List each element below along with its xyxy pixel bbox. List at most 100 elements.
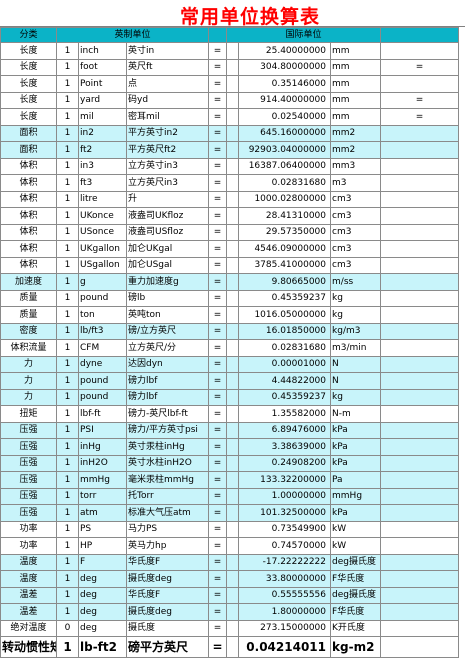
category-cell: 长度 xyxy=(0,58,57,76)
si-unit-cell: kPa xyxy=(330,438,382,456)
equals-cell: = xyxy=(208,520,228,538)
unit-name-cell: 摄氏度 xyxy=(125,619,210,637)
spacer-cell xyxy=(226,553,240,571)
spacer-cell xyxy=(226,619,240,637)
table-row: 温度 1 F 华氏度F = -17.22222222 deg摄氏度 xyxy=(0,553,460,571)
unit-name-cell: 英吨ton xyxy=(125,306,210,324)
unit-name-cell: 磅lb xyxy=(125,289,210,307)
extra-cell xyxy=(380,603,460,621)
value-cell: 0.24908200 xyxy=(238,454,332,472)
category-cell: 质量 xyxy=(0,306,57,324)
imperial-unit-cell: in3 xyxy=(78,157,127,175)
spacer-cell xyxy=(226,42,240,60)
imperial-unit-cell: pound xyxy=(78,289,127,307)
table-row: 扭矩 1 lbf-ft 磅力-英尺lbf-ft = 1.35582000 N-m xyxy=(0,405,460,423)
equals-cell: = xyxy=(208,537,228,555)
equals-cell: = xyxy=(208,471,228,489)
table-row: 压强 1 PSI 磅力/平方英寸psi = 6.89476000 kPa xyxy=(0,421,460,439)
si-unit-cell: mmHg xyxy=(330,487,382,505)
unit-name-cell: 华氏度F xyxy=(125,586,210,604)
si-unit-cell: Pa xyxy=(330,471,382,489)
unit-name-cell: 密耳mil xyxy=(125,108,210,126)
equals-cell: = xyxy=(208,223,228,241)
quantity-cell: 1 xyxy=(56,240,79,258)
table-row: 长度 1 inch 英寸in = 25.40000000 mm xyxy=(0,42,460,60)
equals-cell: = xyxy=(208,339,228,357)
equals-cell: = xyxy=(208,619,228,637)
value-cell: 0.55555556 xyxy=(238,586,332,604)
imperial-unit-cell: inch xyxy=(78,42,127,60)
equals-cell: = xyxy=(208,388,228,406)
si-unit-cell: cm3 xyxy=(330,190,382,208)
si-unit-cell: m/ss xyxy=(330,273,382,291)
equals-cell: = xyxy=(208,570,228,588)
value-cell: 1.80000000 xyxy=(238,603,332,621)
spacer-cell xyxy=(226,141,240,159)
unit-name-cell: 英寸in xyxy=(125,42,210,60)
equals-cell: = xyxy=(208,240,228,258)
equals-cell: = xyxy=(208,42,228,60)
extra-cell xyxy=(380,553,460,571)
value-cell: 304.80000000 xyxy=(238,58,332,76)
quantity-cell: 1 xyxy=(56,454,79,472)
spacer-cell xyxy=(226,289,240,307)
table-row: 长度 1 foot 英尺ft = 304.80000000 mm = xyxy=(0,58,460,76)
unit-name-cell: 平方英寸in2 xyxy=(125,124,210,142)
value-cell: 0.02540000 xyxy=(238,108,332,126)
category-cell: 体积 xyxy=(0,190,57,208)
si-unit-cell: F华氏度 xyxy=(330,603,382,621)
extra-cell xyxy=(380,454,460,472)
category-cell: 加速度 xyxy=(0,273,57,291)
unit-name-cell: 加仑USgal xyxy=(125,256,210,274)
si-unit-cell: kPa xyxy=(330,421,382,439)
spacer-cell xyxy=(226,256,240,274)
quantity-cell: 1 xyxy=(56,388,79,406)
unit-name-cell: 磅/立方英尺 xyxy=(125,322,210,340)
value-cell: 16387.06400000 xyxy=(238,157,332,175)
table-row: 体积 1 litre 升 = 1000.02800000 cm3 xyxy=(0,190,460,208)
equals-cell: = xyxy=(208,553,228,571)
spacer-cell xyxy=(226,322,240,340)
spacer-cell xyxy=(226,421,240,439)
extra-cell xyxy=(380,438,460,456)
table-row: 力 1 pound 磅力lbf = 4.44822000 N xyxy=(0,372,460,390)
value-cell: 0.35146000 xyxy=(238,75,332,93)
equals-cell: = xyxy=(208,273,228,291)
spacer-cell xyxy=(226,157,240,175)
equals-cell: = xyxy=(208,91,228,109)
header-extra-cell xyxy=(380,27,460,43)
si-unit-cell: N xyxy=(330,355,382,373)
unit-name-cell: 标准大气压atm xyxy=(125,504,210,522)
value-cell: 133.32200000 xyxy=(238,471,332,489)
si-unit-cell: cm3 xyxy=(330,223,382,241)
quantity-cell: 1 xyxy=(56,91,79,109)
table-row: 力 1 pound 磅力lbf = 0.45359237 kg xyxy=(0,388,460,406)
quantity-cell: 1 xyxy=(56,157,79,175)
category-cell: 长度 xyxy=(0,108,57,126)
value-cell: 9.80665000 xyxy=(238,273,332,291)
si-unit-cell: N xyxy=(330,372,382,390)
equals-cell: = xyxy=(208,58,228,76)
equals-cell: = xyxy=(208,421,228,439)
si-unit-cell: deg摄氏度 xyxy=(330,586,382,604)
spacer-cell xyxy=(226,91,240,109)
imperial-unit-cell: foot xyxy=(78,58,127,76)
table-row: 面积 1 ft2 平方英尺ft2 = 92903.04000000 mm2 xyxy=(0,141,460,159)
si-unit-cell: mm2 xyxy=(330,141,382,159)
table-row: 长度 1 yard 码yd = 914.40000000 mm = xyxy=(0,91,460,109)
imperial-unit-cell: litre xyxy=(78,190,127,208)
category-cell: 面积 xyxy=(0,124,57,142)
imperial-unit-cell: atm xyxy=(78,504,127,522)
imperial-unit-cell: in2 xyxy=(78,124,127,142)
unit-name-cell: 立方英寸in3 xyxy=(125,157,210,175)
table-row: 压强 1 inH2O 英寸水柱inH2O = 0.24908200 kPa xyxy=(0,454,460,472)
extra-cell xyxy=(380,273,460,291)
si-unit-cell: kg/m3 xyxy=(330,322,382,340)
unit-name-cell: 马力PS xyxy=(125,520,210,538)
value-cell: 0.02831680 xyxy=(238,174,332,192)
spacer-cell xyxy=(226,438,240,456)
quantity-cell: 1 xyxy=(56,405,79,423)
header-category: 分类 xyxy=(0,27,57,43)
quantity-cell: 1 xyxy=(56,207,79,225)
unit-name-cell: 摄氏度deg xyxy=(125,603,210,621)
